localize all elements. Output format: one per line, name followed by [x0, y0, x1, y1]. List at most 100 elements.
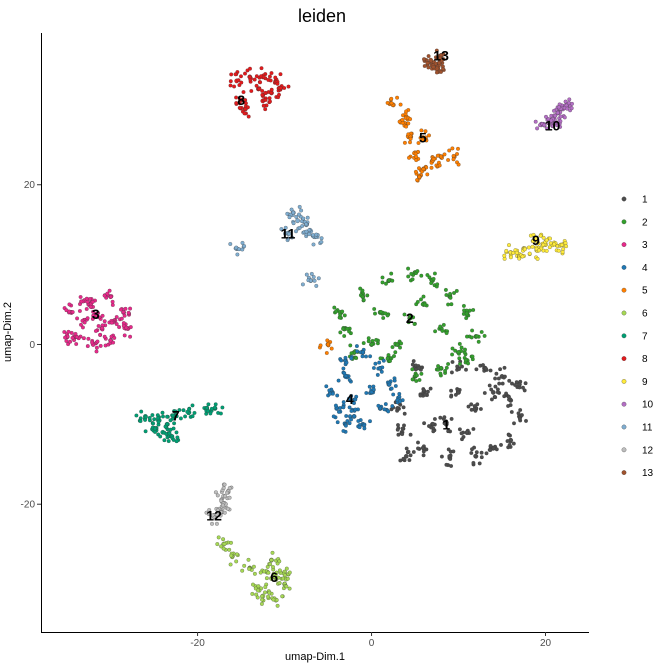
cluster-8-point	[249, 89, 254, 93]
cluster-2-point	[402, 312, 407, 317]
cluster-8-point	[258, 80, 263, 85]
cluster-11-point	[311, 233, 316, 238]
cluster-12-point	[225, 490, 230, 495]
cluster-9-point	[547, 245, 552, 250]
cluster-9-point	[517, 256, 522, 261]
cluster-11-point	[309, 271, 314, 276]
cluster-12-point	[207, 508, 212, 512]
cluster-4-point	[349, 417, 354, 422]
cluster-4-point	[377, 366, 382, 371]
cluster-12-point	[214, 521, 219, 526]
cluster-1-point	[475, 402, 480, 407]
cluster-4-point	[341, 366, 346, 371]
cluster-3-point	[85, 299, 90, 304]
cluster-6-points	[215, 535, 292, 608]
cluster-11-point	[319, 240, 324, 244]
cluster-13-point	[422, 64, 427, 68]
cluster-4-point	[353, 397, 358, 402]
cluster-3-point	[97, 315, 102, 320]
cluster-1-point	[404, 446, 409, 451]
cluster-1-point	[401, 456, 406, 461]
cluster-1-point	[449, 416, 454, 421]
cluster-4-point	[360, 350, 365, 355]
legend-label-7: 7	[642, 331, 648, 342]
cluster-7-point	[206, 402, 211, 407]
cluster-8-point	[248, 66, 252, 71]
cluster-4-point	[349, 409, 354, 413]
cluster-1-point	[464, 430, 469, 435]
cluster-9-point	[548, 236, 552, 241]
cluster-3-point	[64, 308, 69, 313]
cluster-1-point	[449, 370, 454, 375]
cluster-1-point	[396, 432, 401, 437]
cluster-4-point	[371, 387, 376, 392]
cluster-1-point	[450, 360, 455, 364]
cluster-9-point	[544, 238, 549, 243]
cluster-8-point	[267, 74, 272, 79]
cluster-2-point	[383, 311, 388, 316]
cluster-12-point	[207, 512, 211, 517]
cluster-9-point	[508, 255, 513, 260]
cluster-6-point	[268, 562, 273, 567]
cluster-5-point	[451, 157, 456, 162]
cluster-1-point	[494, 447, 499, 452]
cluster-9-point	[527, 251, 532, 256]
cluster-7-point	[162, 438, 167, 443]
cluster-3-point	[112, 335, 117, 340]
cluster-7-point	[206, 408, 210, 413]
cluster-3-point	[90, 316, 95, 321]
cluster-1-points	[389, 359, 528, 468]
cluster-1-point	[470, 447, 474, 452]
cluster-3-point	[95, 339, 100, 344]
cluster-3-point	[124, 325, 129, 330]
cluster-2-point	[438, 324, 443, 329]
cluster-11-point	[290, 235, 294, 240]
cluster-1-point	[472, 404, 477, 409]
cluster-8-point	[242, 111, 247, 116]
cluster-4-point	[336, 378, 341, 383]
cluster-7-point	[178, 416, 183, 421]
cluster-1-point	[469, 451, 474, 455]
cluster-4-point	[381, 358, 386, 363]
cluster-6-point	[258, 570, 263, 575]
cluster-3-point	[108, 338, 113, 343]
cluster-6-point	[234, 559, 239, 564]
cluster-3-point	[100, 326, 105, 331]
cluster-8-point	[228, 83, 233, 88]
cluster-2-point	[469, 335, 474, 340]
cluster-2-point	[365, 293, 370, 298]
cluster-8-point	[233, 72, 238, 77]
cluster-7-point	[153, 429, 157, 434]
cluster-13-point	[422, 57, 426, 62]
cluster-2-point	[433, 329, 438, 334]
cluster-6-point	[259, 601, 264, 606]
cluster-2-point	[412, 322, 417, 326]
cluster-2-point	[463, 347, 467, 352]
cluster-1-point	[484, 451, 489, 456]
cluster-12-point	[213, 490, 218, 495]
cluster-1-point	[395, 406, 400, 411]
cluster-1-point	[488, 368, 493, 373]
cluster-8-points	[228, 66, 291, 119]
cluster-2-point	[429, 281, 434, 286]
cluster-10-point	[552, 108, 556, 113]
cluster-7-point	[174, 439, 179, 444]
cluster-13-point	[426, 65, 431, 70]
cluster-1-point	[474, 367, 479, 372]
cluster-4-point	[348, 397, 353, 402]
cluster-4-point	[368, 419, 372, 424]
cluster-10-point	[556, 105, 561, 110]
cluster-4-point	[343, 423, 348, 428]
cluster-11-point	[283, 225, 288, 230]
cluster-5-point	[406, 121, 411, 126]
cluster-6-point	[251, 582, 255, 587]
cluster-1-point	[446, 429, 451, 434]
cluster-2-point	[337, 315, 342, 320]
cluster-6-point	[264, 576, 269, 581]
cluster-3-point	[85, 316, 90, 321]
cluster-2-point	[457, 356, 462, 361]
cluster-1-point	[495, 390, 500, 395]
cluster-4-point	[367, 384, 372, 389]
